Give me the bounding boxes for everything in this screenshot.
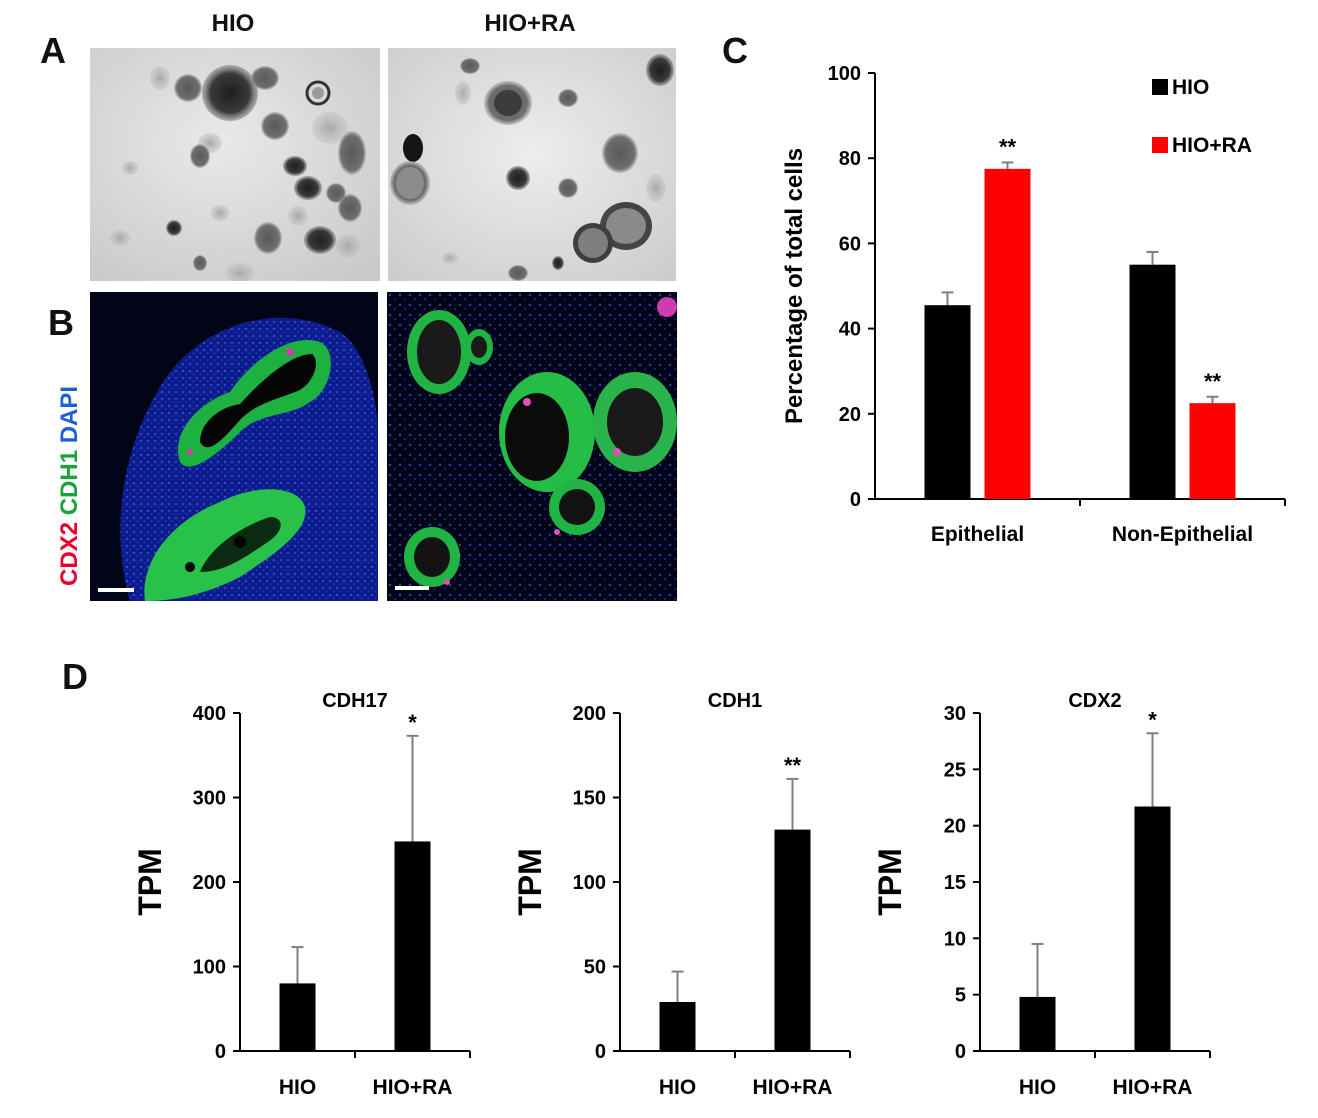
chart-d-cdh17: 0 100 200 300 400 HIO * HIO+RA CDH17 TPM: [132, 690, 471, 1099]
column-label-hio-ra: HIO+RA: [484, 10, 576, 37]
y-tick-label: 100: [193, 957, 226, 979]
x-tick-label: HIO: [659, 1076, 696, 1099]
y-tick-label: 0: [955, 1041, 966, 1063]
stain-label: CDX2 CDH1 DAPI: [56, 326, 86, 586]
y-tick-label: 20: [944, 816, 966, 838]
y-tick-label: 25: [944, 759, 966, 781]
column-label-hio: HIO: [211, 10, 255, 37]
panel-label-c: C: [722, 30, 748, 71]
chart-title: CDH1: [708, 690, 762, 712]
brightfield-image-hio: [90, 48, 380, 281]
panel-label-a: A: [40, 30, 66, 71]
y-tick-label: 100: [573, 872, 606, 894]
bar: [394, 841, 431, 1051]
stain-label-dapi: DAPI: [56, 385, 83, 444]
y-tick-label: 150: [573, 788, 606, 810]
bar: [1134, 806, 1171, 1051]
legend-swatch: [1152, 137, 1168, 153]
y-tick-label: 0: [215, 1041, 226, 1063]
bar: [659, 1001, 696, 1051]
legend-label: HIO: [1172, 76, 1209, 99]
x-tick-label: HIO+RA: [373, 1076, 453, 1099]
y-tick-label: 20: [839, 404, 861, 426]
fluorescence-image-hio-ra: [387, 292, 677, 601]
bar: [774, 829, 811, 1051]
y-tick-label: 200: [193, 872, 226, 894]
legend-label: HIO+RA: [1172, 134, 1252, 157]
y-tick-label: 50: [584, 957, 606, 979]
significance-marker: **: [999, 134, 1017, 159]
significance-marker: **: [1204, 369, 1222, 394]
chart-title: CDX2: [1068, 690, 1121, 712]
y-tick-label: 30: [944, 703, 966, 725]
stain-label-cdx2: CDX2: [56, 521, 83, 586]
x-tick-label: Non-Epithelial: [1112, 523, 1253, 546]
legend-swatch: [1152, 79, 1168, 95]
y-tick-label: 5: [955, 985, 966, 1007]
y-tick-label: 300: [193, 788, 226, 810]
bar: [1189, 403, 1236, 499]
y-tick-label: 80: [839, 148, 861, 170]
y-axis-label: TPM: [132, 848, 168, 916]
y-tick-label: 400: [193, 703, 226, 725]
y-tick-label: 200: [573, 703, 606, 725]
bar: [1019, 996, 1056, 1051]
chart-title: CDH17: [322, 690, 388, 712]
bar: [984, 168, 1031, 499]
stain-label-cdh1: CDH1: [56, 449, 83, 516]
y-tick-label: 10: [944, 928, 966, 950]
bar: [279, 983, 316, 1051]
y-axis-label: Percentage of total cells: [781, 148, 808, 424]
y-tick-label: 60: [839, 233, 861, 255]
x-tick-label: HIO: [279, 1076, 316, 1099]
panel-label-b: B: [48, 302, 74, 343]
y-tick-label: 0: [850, 489, 861, 511]
y-tick-label: 0: [595, 1041, 606, 1063]
x-tick-label: HIO+RA: [753, 1076, 833, 1099]
brightfield-image-hio-ra: [388, 48, 676, 281]
bar: [1129, 264, 1176, 499]
significance-marker: *: [1148, 707, 1157, 732]
fluorescence-image-hio: [90, 292, 378, 601]
chart-d-cdx2: 0 5 10 15 20 25 30 HIO * HIO+RA CDX2 TPM: [872, 690, 1211, 1099]
x-tick-label: HIO: [1019, 1076, 1056, 1099]
bar: [924, 305, 971, 499]
x-tick-label: HIO+RA: [1113, 1076, 1193, 1099]
chart-d-cdh1: 0 50 100 150 200 HIO ** HIO+RA CDH1 TPM: [512, 690, 851, 1099]
y-tick-label: 100: [828, 63, 861, 85]
y-axis-label: TPM: [512, 848, 548, 916]
significance-marker: **: [784, 753, 802, 778]
chart-c: 0 20 40 60 80 100 Epithelial ** Non-Epithelial **…: [781, 63, 1286, 546]
y-axis-label: TPM: [872, 848, 908, 916]
y-tick-label: 15: [944, 872, 966, 894]
y-tick-label: 40: [839, 319, 861, 341]
significance-marker: *: [408, 710, 417, 735]
panel-label-d: D: [62, 656, 88, 697]
x-tick-label: Epithelial: [931, 523, 1024, 546]
